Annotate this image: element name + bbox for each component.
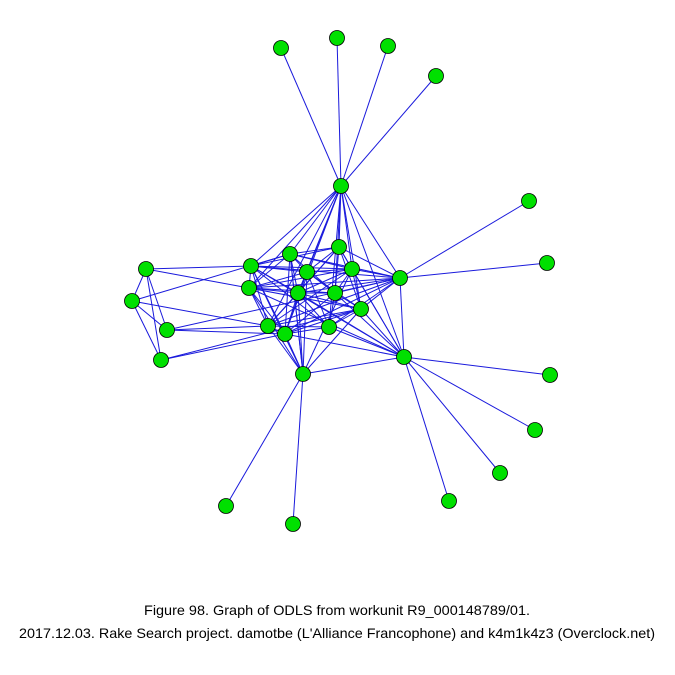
node <box>521 193 537 209</box>
edge <box>338 246 401 279</box>
edge <box>145 268 250 289</box>
edge <box>160 308 362 361</box>
edge <box>403 356 551 376</box>
edge <box>340 45 389 187</box>
edge <box>340 75 437 187</box>
edge <box>403 356 501 474</box>
edge <box>399 262 548 279</box>
edge <box>166 325 269 331</box>
node <box>260 318 276 334</box>
edge <box>289 246 340 255</box>
edge <box>302 308 362 375</box>
edge <box>334 292 405 358</box>
caption-line: 2017.12.03. Rake Search project. damotbe… <box>19 625 655 641</box>
edge <box>250 265 401 279</box>
node <box>243 258 259 274</box>
node <box>392 270 408 286</box>
edge <box>145 265 252 270</box>
edge <box>351 268 401 279</box>
edge <box>399 277 405 358</box>
edge <box>284 333 405 358</box>
edge <box>289 253 304 375</box>
edge <box>248 287 304 375</box>
edge <box>297 268 353 294</box>
edge <box>248 268 353 289</box>
node <box>353 301 369 317</box>
edge <box>267 325 330 328</box>
node <box>273 40 289 56</box>
node <box>153 352 169 368</box>
nodes <box>124 30 558 532</box>
edge <box>403 356 450 502</box>
edge <box>267 185 342 327</box>
node <box>542 367 558 383</box>
edge <box>340 185 362 310</box>
node <box>539 255 555 271</box>
edge <box>302 356 405 375</box>
edge <box>248 277 401 289</box>
edge <box>131 300 269 327</box>
edge <box>225 373 304 507</box>
edge <box>336 37 342 187</box>
edge <box>334 277 401 294</box>
edge <box>267 268 353 327</box>
edge <box>297 292 362 310</box>
edge <box>399 200 530 279</box>
node <box>290 285 306 301</box>
node <box>285 516 301 532</box>
edge <box>297 292 405 358</box>
edge <box>267 308 362 327</box>
node <box>124 293 140 309</box>
edge <box>297 292 304 375</box>
edge <box>328 326 405 358</box>
node <box>295 366 311 382</box>
caption-line: Figure 98. Graph of ODLS from workunit R… <box>144 602 530 618</box>
edge <box>289 185 342 255</box>
node <box>527 422 543 438</box>
edge <box>340 185 401 279</box>
node <box>492 465 508 481</box>
edge <box>403 356 536 431</box>
edge <box>248 287 362 310</box>
node <box>441 493 457 509</box>
edge <box>250 265 269 327</box>
node <box>344 261 360 277</box>
node <box>396 349 412 365</box>
edge <box>248 271 308 289</box>
edge <box>284 308 362 335</box>
node <box>428 68 444 84</box>
edge <box>131 300 162 361</box>
node <box>331 239 347 255</box>
node <box>380 38 396 54</box>
edge <box>360 308 405 358</box>
edge <box>297 277 401 294</box>
node <box>218 498 234 514</box>
node <box>321 319 337 335</box>
edge <box>306 271 330 328</box>
edge <box>145 268 168 331</box>
edge <box>284 253 291 335</box>
edge <box>267 325 304 375</box>
edge <box>250 185 342 267</box>
node <box>282 246 298 262</box>
node <box>241 280 257 296</box>
node <box>277 326 293 342</box>
edge <box>284 292 336 335</box>
edge <box>248 185 342 289</box>
node <box>327 285 343 301</box>
edges <box>131 37 551 525</box>
edge <box>280 47 342 187</box>
node <box>299 264 315 280</box>
edge <box>360 277 401 310</box>
node <box>159 322 175 338</box>
edge <box>160 333 286 361</box>
edge <box>248 253 291 289</box>
edge <box>145 268 162 361</box>
node <box>333 178 349 194</box>
node <box>329 30 345 46</box>
edge <box>292 373 304 525</box>
node <box>138 261 154 277</box>
